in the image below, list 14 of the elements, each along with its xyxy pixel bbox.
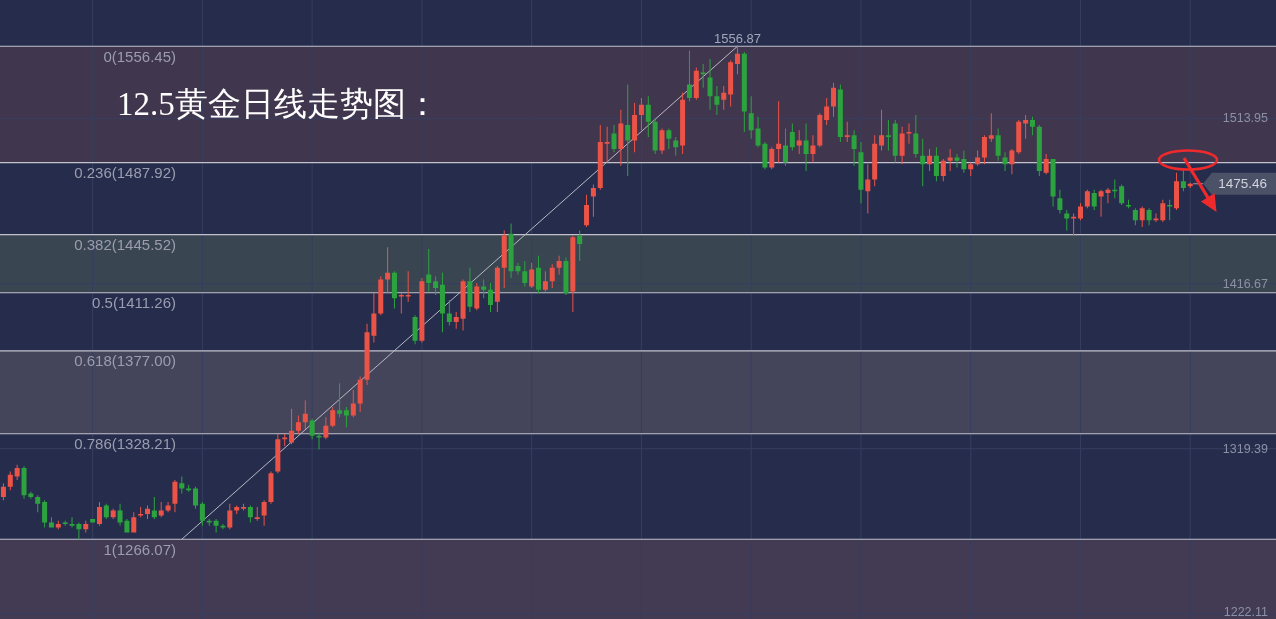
y-tick-label: 1222.11 xyxy=(1223,605,1268,619)
y-tick-label: 1319.39 xyxy=(1222,441,1268,456)
ref-line-label: 0.382(1445.52) xyxy=(74,236,176,254)
annotation: 1475.46 xyxy=(1218,176,1267,192)
ref-line-label: 0(1556.45) xyxy=(103,47,176,65)
ref-line-label: 0.786(1328.21) xyxy=(74,435,176,453)
ref-line-label: 0.5(1411.26) xyxy=(92,294,176,312)
y-tick-label: 1513.95 xyxy=(1222,111,1268,126)
y-tick-label: 1416.67 xyxy=(1222,276,1268,291)
ref-line-label: 1(1266.07) xyxy=(103,540,176,558)
title: 12.5黄金日线走势图： xyxy=(117,86,439,122)
ref-line-label: 0.236(1487.92) xyxy=(74,164,176,182)
ref-line-label: 0.618(1377.00) xyxy=(74,352,176,370)
annotation: 1556.87 xyxy=(713,30,761,46)
